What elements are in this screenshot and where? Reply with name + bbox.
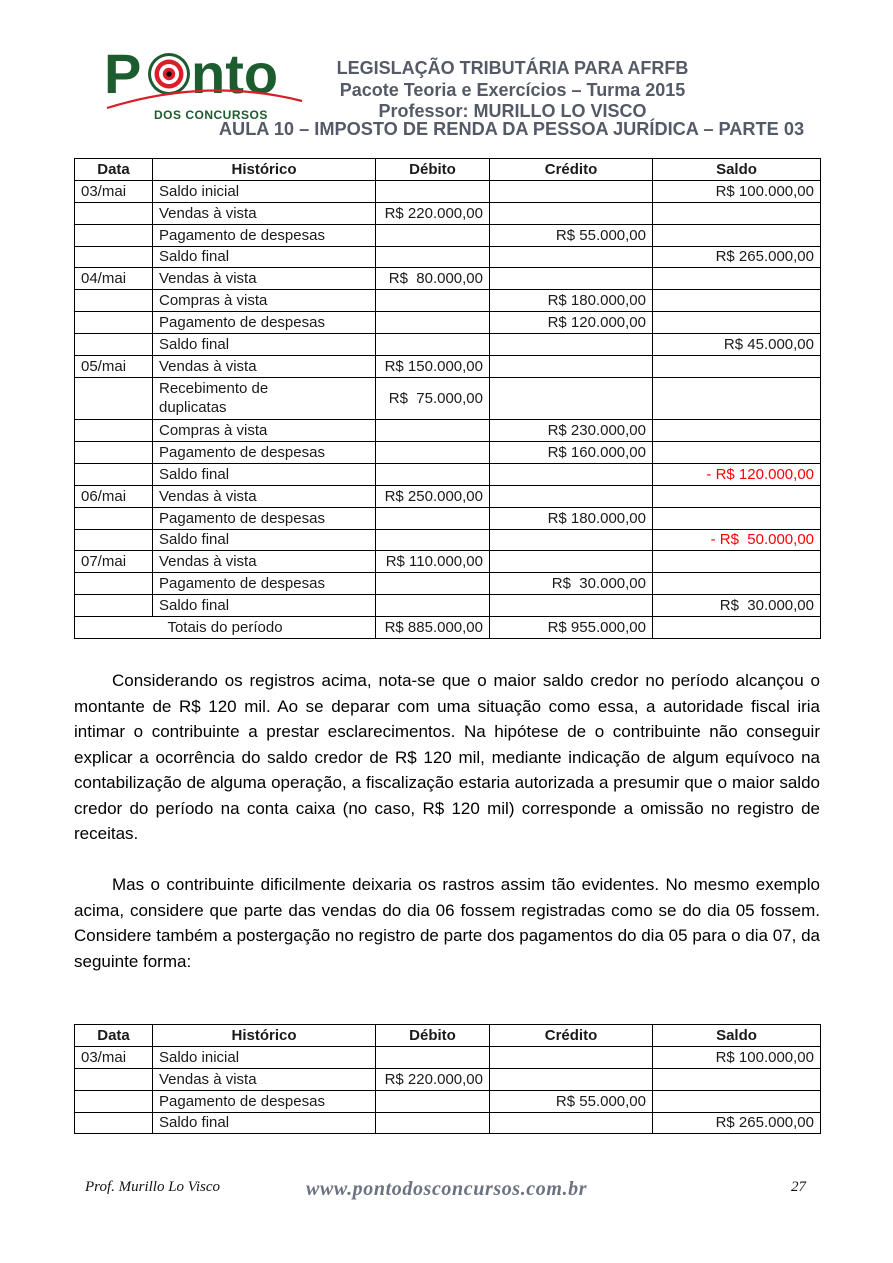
svg-text:P: P	[104, 43, 141, 105]
